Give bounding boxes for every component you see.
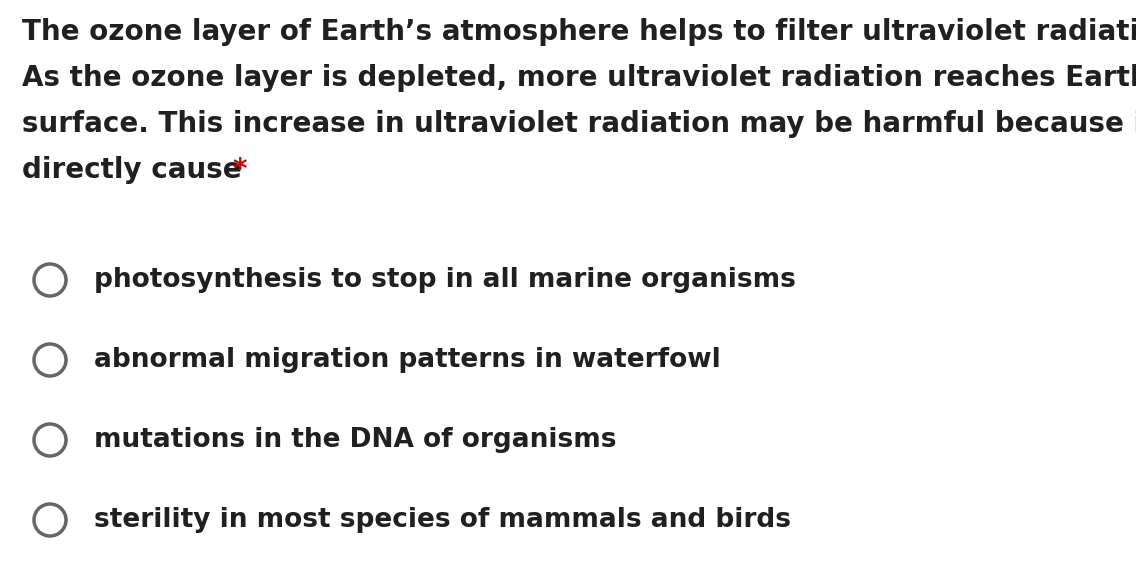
Text: photosynthesis to stop in all marine organisms: photosynthesis to stop in all marine org… bbox=[94, 267, 796, 293]
Text: As the ozone layer is depleted, more ultraviolet radiation reaches Earth’s: As the ozone layer is depleted, more ult… bbox=[22, 64, 1136, 92]
Text: abnormal migration patterns in waterfowl: abnormal migration patterns in waterfowl bbox=[94, 347, 720, 373]
Text: The ozone layer of Earth’s atmosphere helps to filter ultraviolet radiation.: The ozone layer of Earth’s atmosphere he… bbox=[22, 18, 1136, 46]
Text: sterility in most species of mammals and birds: sterility in most species of mammals and… bbox=[94, 507, 791, 533]
Text: surface. This increase in ultraviolet radiation may be harmful because it can: surface. This increase in ultraviolet ra… bbox=[22, 110, 1136, 138]
Text: directly cause: directly cause bbox=[22, 156, 242, 184]
Text: mutations in the DNA of organisms: mutations in the DNA of organisms bbox=[94, 427, 617, 453]
Text: *: * bbox=[232, 156, 247, 184]
